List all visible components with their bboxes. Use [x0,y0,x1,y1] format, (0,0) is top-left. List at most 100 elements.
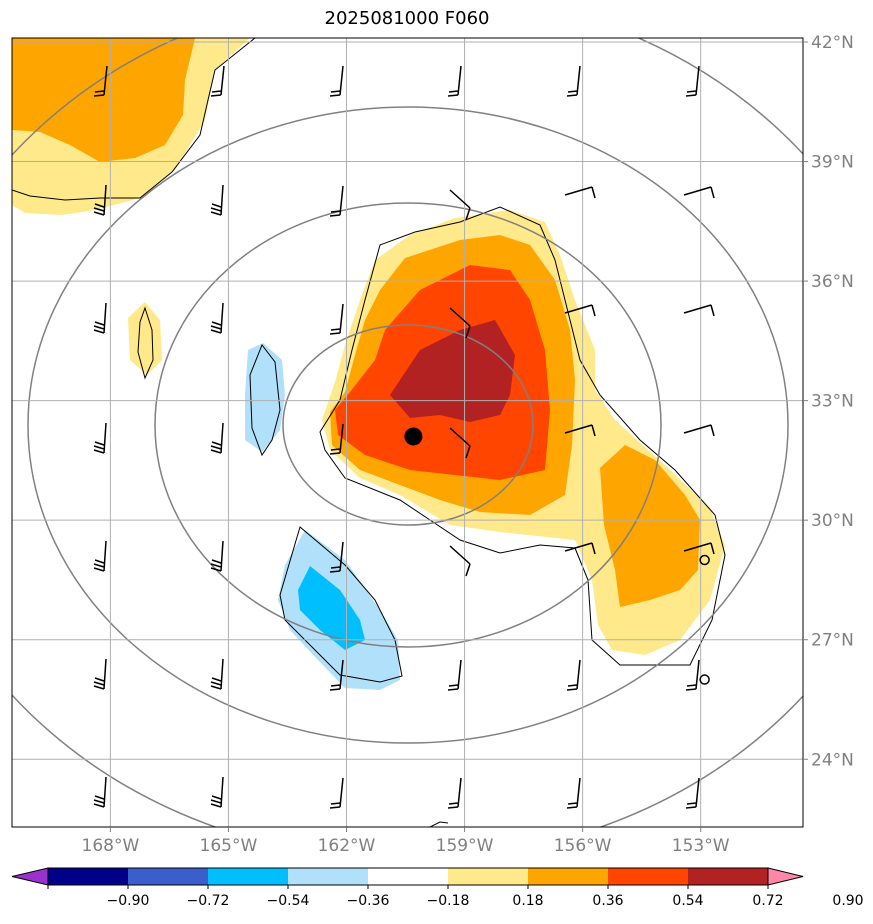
colorbar-label: −0.54 [267,893,310,909]
range-rings [12,38,803,827]
wind-barb [93,302,107,334]
colorbar-swatch [128,868,208,885]
contour-fill-nw-orange [12,38,195,162]
wind-barbs [93,65,715,809]
wind-barb [210,776,224,808]
wind-barb [329,423,344,455]
wind-barb [566,777,581,809]
wind-barb [564,304,596,317]
contour-line-neg-west [249,343,281,457]
tick-label-lon: 153°W [672,836,730,856]
wind-barb [93,776,107,808]
tick-label-lon: 168°W [82,836,140,856]
storm-center-marker [404,427,423,446]
tick-label-lat: 39°N [811,153,854,173]
wind-barb [210,422,224,454]
station-marker [699,554,710,566]
wind-barb [685,65,700,97]
map-title: 2025081000 F060 [324,8,490,29]
wind-barb [447,659,462,691]
contour-line-nw [12,38,256,201]
wind-barb [449,545,471,577]
colorbar-label: 0.36 [592,893,623,909]
wind-barb [93,422,107,454]
wind-barb [210,302,224,334]
colorbar-swatch [528,868,608,885]
wind-barb [329,777,344,809]
tick-label-lon: 156°W [554,836,612,856]
wind-barb [329,541,344,573]
wind-barb [683,424,715,437]
contour-lines [12,38,726,827]
markers [404,427,710,685]
wind-barb [683,186,715,199]
tick-label-lat: 42°N [811,33,854,53]
contour-line-bottom [429,821,449,827]
colorbar-frame [47,867,769,886]
station-marker [699,674,710,685]
tick-label-lat: 30°N [811,511,854,531]
colorbar-label: 0.18 [512,893,543,909]
contour-line-central [319,206,726,666]
contour-fill-se-orange [600,445,700,607]
wind-barb [683,542,715,555]
wind-barb [564,186,596,199]
wind-barb [685,777,700,809]
wind-barb [447,777,462,809]
range-ring-3 [27,106,789,744]
colorbar-label: 0.72 [752,893,783,909]
wind-barb [566,659,581,691]
contour-fill-neg-south-cyan [298,566,365,650]
colorbar: −0.90 −0.72 −0.54 −0.36 −0.18 0.18 0.36 0.54 0.7… [11,867,864,909]
colorbar-label: −0.90 [107,893,150,909]
colorbar-label: 0.54 [672,893,703,909]
contour-line-neg-south [279,526,403,683]
colorbar-swatch [208,868,288,885]
colorbar-label: −0.36 [347,893,390,909]
wind-barb [210,65,225,97]
wind-barb [685,659,700,691]
contour-fill-west-blob [128,302,162,375]
wind-barb [210,184,224,216]
colorbar-swatch [288,868,368,885]
plot-frame [11,37,804,828]
wind-barb [93,540,107,572]
colorbar-swatch [608,868,688,885]
wind-barb [93,658,107,690]
wind-barb [449,189,471,221]
wind-barb [564,542,596,555]
wind-barb [447,65,462,97]
tick-label-lat: 24°N [811,750,854,770]
colorbar-label: −0.72 [187,893,230,909]
range-ring-1 [282,324,534,526]
tick-label-lat: 33°N [811,392,854,412]
contour-fill-neg-west [245,343,285,452]
wind-barb [564,424,596,437]
tick-label-lon: 165°W [200,836,258,856]
wind-barb [329,65,344,97]
wind-barb [210,540,224,572]
gridlines [12,38,803,827]
wind-barb [93,65,108,97]
wind-barb [329,185,344,217]
tick-label-lat: 36°N [811,272,854,292]
colorbar-extend-under [11,867,49,886]
colorbar-extend-over [767,867,804,886]
colorbar-swatch [448,868,528,885]
wind-barb [566,65,581,97]
wind-barb [210,658,224,690]
wind-barb [93,184,107,216]
contour-line-west-blob [137,306,154,380]
colorbar-swatch [688,868,768,885]
colorbar-swatch [48,868,128,885]
colorbar-swatch [368,868,448,885]
colorbar-label: −0.18 [427,893,470,909]
filled-contours [12,38,725,690]
wind-barb [683,304,715,317]
colorbar-label: 0.90 [832,893,863,909]
tick-label-lon: 162°W [318,836,376,856]
tick-label-lon: 159°W [436,836,494,856]
wind-barb [329,303,344,335]
wind-barb [449,307,471,339]
